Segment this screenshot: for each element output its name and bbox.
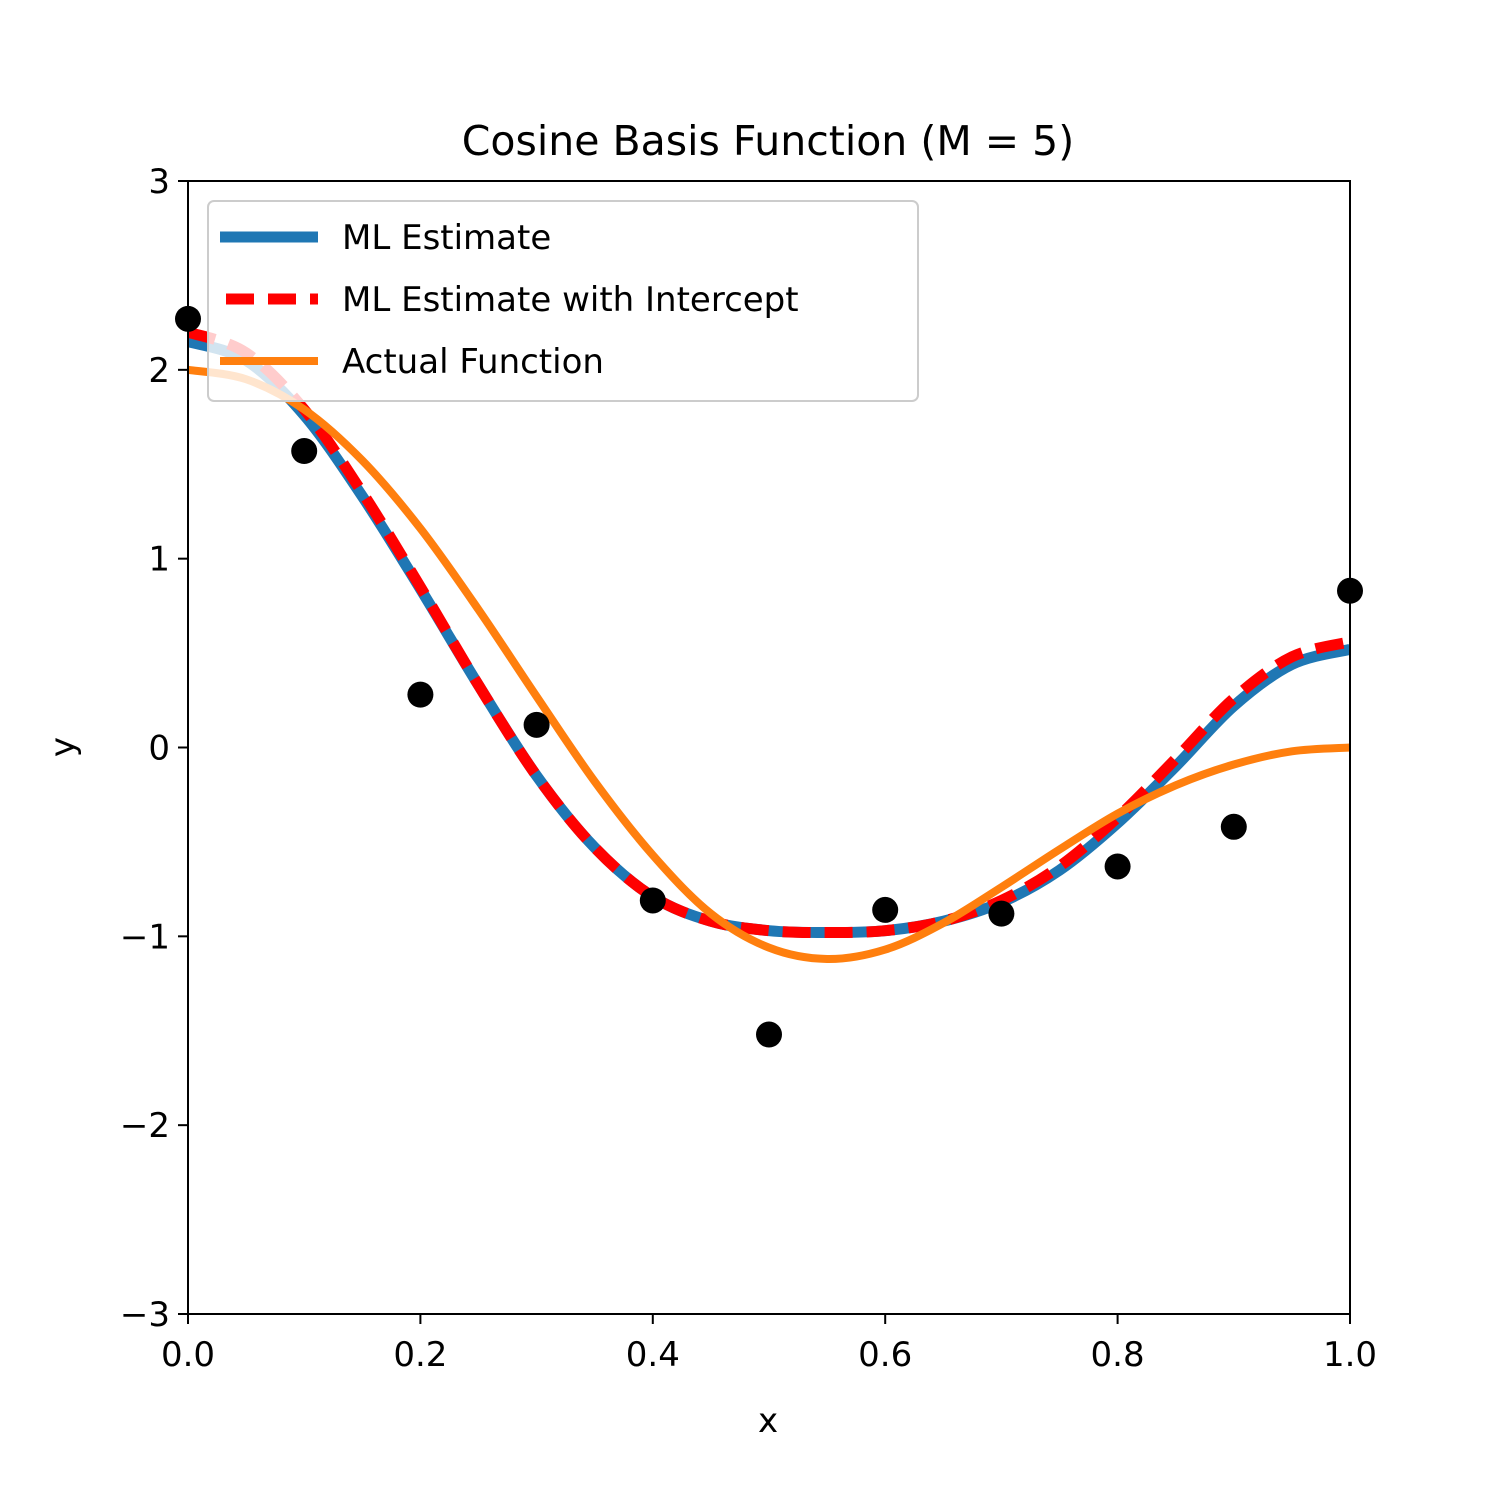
data-point [1104, 853, 1131, 880]
series-line-3 [188, 365, 1350, 963]
x-tick-label: 0.0 [161, 1335, 215, 1375]
series-line-1 [188, 336, 1350, 939]
x-axis-label: x [758, 1401, 778, 1441]
x-tick-label: 1.0 [1323, 1335, 1377, 1375]
x-axis: 0.0 0.2 0.4 0.6 0.8 1.0 [161, 1314, 1377, 1375]
y-tick-label: −3 [120, 1295, 170, 1335]
data-point [872, 896, 899, 923]
x-tick-label: 0.8 [1091, 1335, 1145, 1375]
series-layer [188, 326, 1350, 963]
data-point [523, 711, 550, 738]
x-tick-label: 0.6 [858, 1335, 912, 1375]
y-tick-label: 0 [148, 729, 170, 769]
data-point [291, 438, 318, 465]
legend-label-3: Actual Function [342, 342, 604, 382]
data-point [756, 1021, 782, 1048]
chart-title: Cosine Basis Function (M = 5) [462, 117, 1074, 165]
series-line-2 [188, 326, 1350, 939]
data-points [175, 305, 1363, 1048]
y-tick-label: −1 [120, 917, 170, 957]
y-tick-label: 3 [148, 162, 170, 202]
legend-box [207, 200, 919, 402]
y-tick-label: 2 [148, 351, 170, 391]
data-point [1220, 813, 1247, 840]
y-axis: −3 −2 −1 0 1 2 3 [120, 162, 188, 1335]
x-tick-label: 0.2 [393, 1335, 447, 1375]
y-tick-label: −2 [120, 1106, 170, 1146]
data-point [407, 681, 434, 708]
x-tick-label: 0.4 [626, 1335, 680, 1375]
data-point [988, 900, 1015, 927]
legend: ML Estimate ML Estimate with Intercept Act… [207, 200, 919, 402]
y-axis-label: y [43, 737, 83, 757]
y-tick-label: 1 [148, 540, 170, 580]
legend-label-2: ML Estimate with Intercept [342, 280, 799, 320]
data-point [639, 887, 666, 914]
legend-label-1: ML Estimate [342, 218, 551, 258]
